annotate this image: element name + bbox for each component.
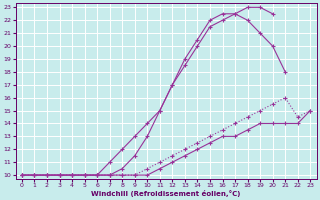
X-axis label: Windchill (Refroidissement éolien,°C): Windchill (Refroidissement éolien,°C) <box>92 190 241 197</box>
